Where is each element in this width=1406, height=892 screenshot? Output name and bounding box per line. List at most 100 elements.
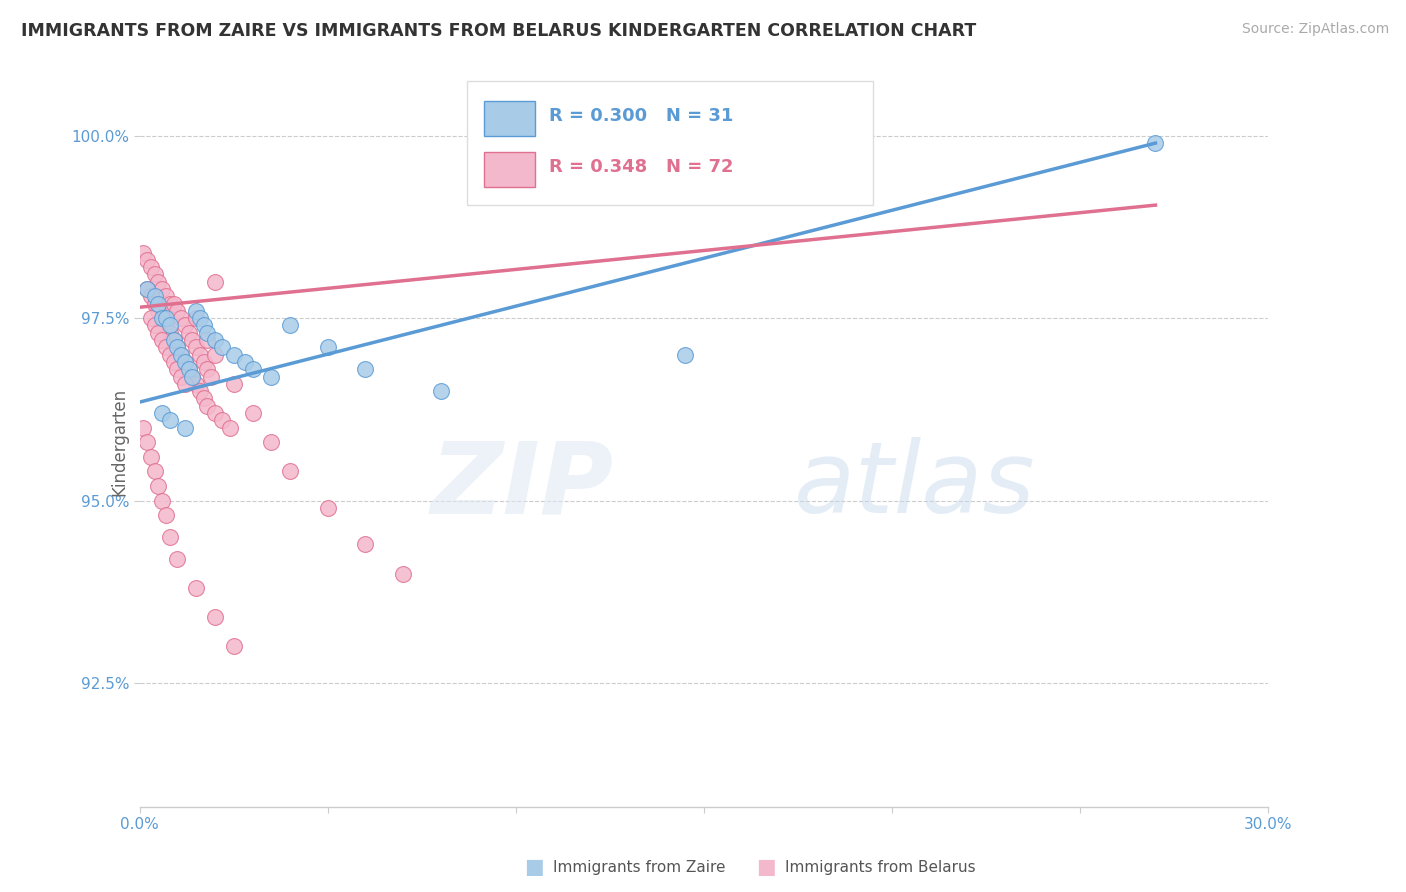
Point xyxy=(222,376,245,391)
Point xyxy=(132,245,155,260)
Text: R = 0.348   N = 72: R = 0.348 N = 72 xyxy=(550,158,734,177)
Point xyxy=(173,376,195,391)
Point xyxy=(204,348,226,362)
Point xyxy=(136,435,159,450)
Point xyxy=(354,362,377,376)
Point xyxy=(173,420,195,434)
FancyBboxPatch shape xyxy=(484,101,534,136)
Point xyxy=(159,296,181,310)
Point xyxy=(211,413,233,427)
Point xyxy=(155,318,177,333)
Point xyxy=(181,369,204,384)
Point xyxy=(159,530,181,544)
Point xyxy=(150,333,173,347)
Text: atlas: atlas xyxy=(794,437,1036,534)
Point xyxy=(204,333,226,347)
Point xyxy=(204,610,226,624)
Point xyxy=(148,479,170,493)
Point xyxy=(159,413,181,427)
Point xyxy=(184,376,207,391)
Point xyxy=(184,340,207,354)
Point xyxy=(211,340,233,354)
Point xyxy=(136,282,159,296)
Point xyxy=(173,318,195,333)
Point xyxy=(155,340,177,354)
Point xyxy=(162,355,184,369)
Point xyxy=(139,450,162,464)
Point xyxy=(150,282,173,296)
Point xyxy=(278,318,301,333)
Point xyxy=(181,333,204,347)
Point xyxy=(170,369,193,384)
Point xyxy=(184,304,207,318)
Point xyxy=(195,362,218,376)
Point xyxy=(188,384,211,399)
Point xyxy=(316,500,339,515)
Point xyxy=(150,311,173,326)
Point xyxy=(155,289,177,303)
Point xyxy=(143,318,166,333)
Point xyxy=(193,355,215,369)
Point xyxy=(148,296,170,310)
Point xyxy=(159,348,181,362)
Point xyxy=(233,355,256,369)
Point xyxy=(143,296,166,310)
Point xyxy=(260,369,283,384)
Point xyxy=(177,362,200,376)
Point xyxy=(195,399,218,413)
Point xyxy=(1144,136,1167,150)
Point xyxy=(139,260,162,274)
Point xyxy=(184,581,207,595)
Point xyxy=(170,348,193,362)
Point xyxy=(155,508,177,523)
Point xyxy=(150,311,173,326)
Point xyxy=(204,275,226,289)
Point xyxy=(139,289,162,303)
Point xyxy=(222,640,245,654)
Point xyxy=(242,362,264,376)
Point xyxy=(150,493,173,508)
Point xyxy=(184,311,207,326)
Y-axis label: Kindergarten: Kindergarten xyxy=(111,388,128,496)
Point xyxy=(188,348,211,362)
Point xyxy=(159,318,181,333)
Point xyxy=(429,384,451,399)
Point xyxy=(219,420,242,434)
Point xyxy=(673,348,696,362)
Point xyxy=(204,406,226,420)
Point xyxy=(166,552,188,566)
FancyBboxPatch shape xyxy=(467,81,873,205)
Point xyxy=(193,318,215,333)
Point xyxy=(195,326,218,340)
Point xyxy=(159,326,181,340)
Point xyxy=(278,464,301,478)
Point xyxy=(162,333,184,347)
Point xyxy=(143,464,166,478)
Point xyxy=(155,311,177,326)
Point xyxy=(148,304,170,318)
Text: ■: ■ xyxy=(756,857,776,877)
Point xyxy=(177,326,200,340)
Point xyxy=(143,268,166,282)
Point xyxy=(166,340,188,354)
Point xyxy=(188,311,211,326)
Text: Immigrants from Belarus: Immigrants from Belarus xyxy=(785,860,976,874)
Point xyxy=(242,406,264,420)
Point xyxy=(166,304,188,318)
Text: Immigrants from Zaire: Immigrants from Zaire xyxy=(553,860,725,874)
Text: R = 0.300   N = 31: R = 0.300 N = 31 xyxy=(550,107,734,125)
Point xyxy=(166,362,188,376)
Point xyxy=(150,406,173,420)
Point xyxy=(143,289,166,303)
Point xyxy=(193,392,215,406)
Text: IMMIGRANTS FROM ZAIRE VS IMMIGRANTS FROM BELARUS KINDERGARTEN CORRELATION CHART: IMMIGRANTS FROM ZAIRE VS IMMIGRANTS FROM… xyxy=(21,22,976,40)
Point xyxy=(148,326,170,340)
FancyBboxPatch shape xyxy=(484,152,534,186)
Point xyxy=(148,275,170,289)
Text: ZIP: ZIP xyxy=(430,437,613,534)
Point xyxy=(200,369,222,384)
Point xyxy=(260,435,283,450)
Point xyxy=(166,340,188,354)
Point xyxy=(222,348,245,362)
Point xyxy=(139,311,162,326)
